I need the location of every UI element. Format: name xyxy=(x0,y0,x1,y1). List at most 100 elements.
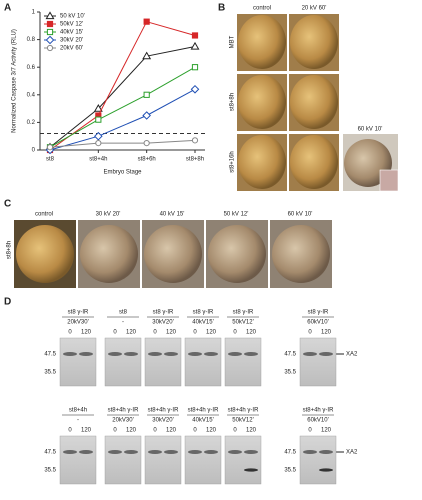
blot xyxy=(104,337,142,387)
x-tick-label: st8+6h xyxy=(138,157,156,163)
band xyxy=(148,450,162,454)
lane-label: 0 xyxy=(113,428,117,434)
lane-label: 120 xyxy=(321,428,332,434)
dose-label: 30kV20' xyxy=(152,320,174,326)
x-axis-label: Embryo Stage xyxy=(103,170,142,176)
column-label: 50 kV 12' xyxy=(224,212,249,218)
group-title: st8+4h γ-IR xyxy=(303,408,335,414)
data-point xyxy=(143,91,150,98)
dose-label: 40kV15' xyxy=(192,320,214,326)
band xyxy=(244,450,258,454)
data-point xyxy=(143,18,150,25)
band xyxy=(79,450,93,454)
embryo xyxy=(290,75,338,129)
legend-marker xyxy=(46,28,54,36)
embryo xyxy=(144,225,202,283)
band xyxy=(319,352,333,356)
column-label: 20 kV 60' xyxy=(302,6,327,12)
panel-label: C xyxy=(4,199,11,210)
lane-label: 120 xyxy=(246,330,257,336)
lane-label: 120 xyxy=(126,428,137,434)
data-point xyxy=(95,140,102,147)
group-title: st8 xyxy=(119,310,128,316)
band xyxy=(188,352,202,356)
embryo xyxy=(16,225,74,283)
marker-label: 35.5 xyxy=(284,370,296,376)
series-line xyxy=(49,46,196,148)
blot xyxy=(144,337,182,387)
y-tick-label: 0.8 xyxy=(27,37,36,43)
y-tick-label: 0.6 xyxy=(27,65,36,71)
column-label: 40 kV 15' xyxy=(160,212,185,218)
dose-label: 30kV20' xyxy=(152,418,174,424)
band xyxy=(204,352,218,356)
legend-marker xyxy=(45,35,55,45)
band xyxy=(303,450,317,454)
row-label: st8+8h xyxy=(7,241,13,259)
marker-label: 35.5 xyxy=(44,370,56,376)
blot xyxy=(224,337,262,387)
series-line xyxy=(49,66,196,148)
row-label: st8+16h xyxy=(230,151,236,173)
lane-label: 120 xyxy=(81,330,92,336)
y-tick-label: 0 xyxy=(32,148,36,154)
data-point xyxy=(46,144,54,151)
embryo xyxy=(290,135,338,189)
y-tick-label: 0.4 xyxy=(27,92,36,98)
band xyxy=(148,352,162,356)
group-title: st8+4h xyxy=(69,408,87,414)
dose-label: - xyxy=(77,418,79,424)
dose-label: 40kV15' xyxy=(192,418,214,424)
lane-label: 120 xyxy=(166,428,177,434)
band xyxy=(63,352,77,356)
legend-label: 50 kV 10' xyxy=(60,14,85,20)
marker-label: 47.5 xyxy=(44,352,56,358)
lane-label: 0 xyxy=(233,428,237,434)
band-label: XA2 xyxy=(346,450,358,456)
legend-label: 30kV 20' xyxy=(60,38,83,44)
blot xyxy=(59,337,97,387)
band xyxy=(63,450,77,454)
inset-label: 60 kV 10' xyxy=(358,127,383,133)
embryo xyxy=(290,15,338,69)
marker-label: 35.5 xyxy=(44,468,56,474)
x-tick-label: st8+8h xyxy=(186,157,204,163)
row-label: st8+8h xyxy=(230,93,236,111)
data-point xyxy=(191,64,199,71)
band xyxy=(319,450,333,454)
band xyxy=(204,450,218,454)
lane-label: 0 xyxy=(308,428,312,434)
band xyxy=(124,450,138,454)
lane-label: 120 xyxy=(321,330,332,336)
lane-label: 0 xyxy=(308,330,312,336)
data-point xyxy=(142,111,151,120)
legend-label: 20kV 60' xyxy=(60,46,83,52)
data-point xyxy=(94,131,103,141)
dose-label: 50kV12' xyxy=(232,320,254,326)
blot xyxy=(299,435,337,485)
dose-label: 20kV30' xyxy=(112,418,134,424)
group-title: st8 γ-IR xyxy=(193,310,214,316)
column-label: 30 kV 20' xyxy=(96,212,121,218)
blot xyxy=(184,435,222,485)
blot xyxy=(59,435,97,485)
lane-label: 0 xyxy=(193,428,197,434)
band xyxy=(303,352,317,356)
data-point xyxy=(190,84,200,94)
column-label: 60 kV 10' xyxy=(288,212,313,218)
embryo xyxy=(238,135,286,189)
legend-marker xyxy=(45,11,55,20)
lane-label: 0 xyxy=(68,428,72,434)
band xyxy=(319,468,333,472)
dose-label: 60kV10' xyxy=(307,320,329,326)
marker-label: 47.5 xyxy=(44,450,56,456)
blot xyxy=(299,337,337,387)
panel-label: D xyxy=(4,297,11,308)
lane-label: 120 xyxy=(166,330,177,336)
lane-label: 0 xyxy=(233,330,237,336)
band xyxy=(124,352,138,356)
data-point xyxy=(93,104,103,112)
marker-label: 35.5 xyxy=(284,468,296,474)
legend-label: 40kV 15' xyxy=(60,30,83,36)
blot xyxy=(224,435,262,485)
